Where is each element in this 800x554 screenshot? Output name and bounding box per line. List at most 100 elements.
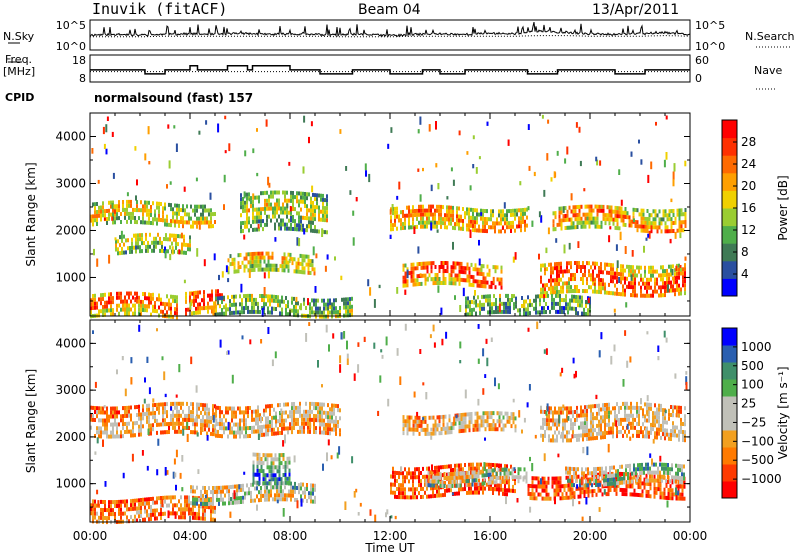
power-cell [670, 264, 672, 269]
power-cell [642, 216, 645, 221]
velocity-cell [220, 493, 222, 498]
velocity-cell [140, 428, 142, 433]
velocity-cell [297, 405, 299, 410]
power-cell [464, 278, 467, 283]
power-cell [563, 244, 566, 254]
velocity-cell [456, 491, 458, 496]
power-cell [460, 277, 463, 282]
velocity-cell [429, 483, 432, 488]
power-cell [440, 224, 442, 229]
power-cell [108, 292, 110, 297]
velocity-cell [196, 422, 198, 427]
power-cell [586, 204, 589, 209]
velocity-cell [180, 421, 182, 426]
velocity-cell [406, 427, 409, 432]
velocity-cell [537, 476, 540, 481]
power-cell [684, 263, 686, 268]
power-cell [552, 266, 554, 271]
velocity-cell [212, 428, 214, 433]
power-cell [490, 225, 492, 230]
power-cell [494, 269, 497, 274]
power-cell [274, 206, 276, 211]
velocity-cell [116, 430, 118, 435]
velocity-cell [138, 428, 140, 433]
velocity-cell [587, 489, 590, 494]
velocity-cell [233, 422, 235, 427]
power-cell [577, 241, 580, 248]
power-cell [406, 267, 409, 272]
velocity-cell [204, 419, 206, 424]
power-cell [562, 214, 565, 219]
power-cell [184, 220, 186, 225]
power-cell [646, 221, 649, 225]
power-cell [198, 216, 200, 221]
power-cell [114, 237, 117, 241]
velocity-cell [475, 474, 478, 479]
power-cell [171, 233, 173, 238]
power-cell [541, 310, 543, 315]
velocity-cell [166, 503, 168, 508]
velocity-cell [462, 479, 464, 484]
power-cell [555, 293, 557, 298]
power-cell [436, 281, 439, 285]
power-cell [283, 299, 285, 304]
velocity-cell [474, 490, 476, 495]
power-cell [432, 204, 434, 209]
freq-ytick-left: 18 [72, 54, 86, 67]
power-cell [246, 220, 248, 225]
power-cell [600, 204, 603, 209]
power-cell [396, 214, 398, 219]
velocity-cell [476, 419, 479, 424]
velocity-cell [448, 480, 450, 485]
velocity-cell [94, 499, 96, 504]
power-cell [416, 282, 419, 287]
velocity-cell [490, 427, 493, 432]
power-cell [150, 213, 152, 217]
power-cell [474, 263, 477, 268]
power-cell [652, 221, 655, 226]
velocity-cell [467, 471, 470, 475]
power-cell [252, 207, 254, 212]
velocity-cell [470, 486, 472, 491]
power-cell [424, 261, 427, 266]
power-cell [417, 168, 420, 172]
power-cell [228, 143, 231, 152]
power-cell [237, 310, 239, 315]
velocity-cell [106, 508, 108, 513]
velocity-cell [268, 493, 270, 498]
velocity-cell [450, 488, 452, 493]
power-cell [444, 277, 447, 281]
power-cell [244, 150, 247, 157]
velocity-cell [431, 471, 434, 476]
power-cell [315, 302, 317, 307]
power-cell [202, 204, 204, 209]
velocity-cell [208, 486, 210, 491]
power-cell [313, 298, 315, 303]
velocity-cell [284, 472, 287, 477]
power-cell [662, 277, 664, 282]
power-cell [543, 310, 545, 315]
velocity-cell [438, 419, 441, 424]
power-cell [662, 281, 664, 286]
velocity-cell [427, 483, 430, 488]
power-cell [466, 211, 468, 216]
power-cell [305, 254, 308, 259]
velocity-cell [204, 486, 206, 490]
power-cell [448, 217, 450, 222]
power-cell [193, 311, 195, 315]
velocity-cell [287, 426, 289, 431]
power-cell [233, 261, 236, 266]
power-cell [102, 205, 104, 210]
velocity-cell [140, 424, 142, 429]
power-cell [275, 299, 277, 303]
power-cell [586, 216, 589, 221]
power-cell [219, 293, 221, 298]
power-cell [642, 281, 644, 286]
power-cell [142, 300, 144, 304]
velocity-cell [184, 417, 186, 422]
velocity-cell [263, 424, 265, 429]
power-cell [162, 309, 164, 314]
velocity-cell [571, 479, 574, 484]
power-cell [636, 265, 638, 270]
power-cell [249, 252, 252, 257]
